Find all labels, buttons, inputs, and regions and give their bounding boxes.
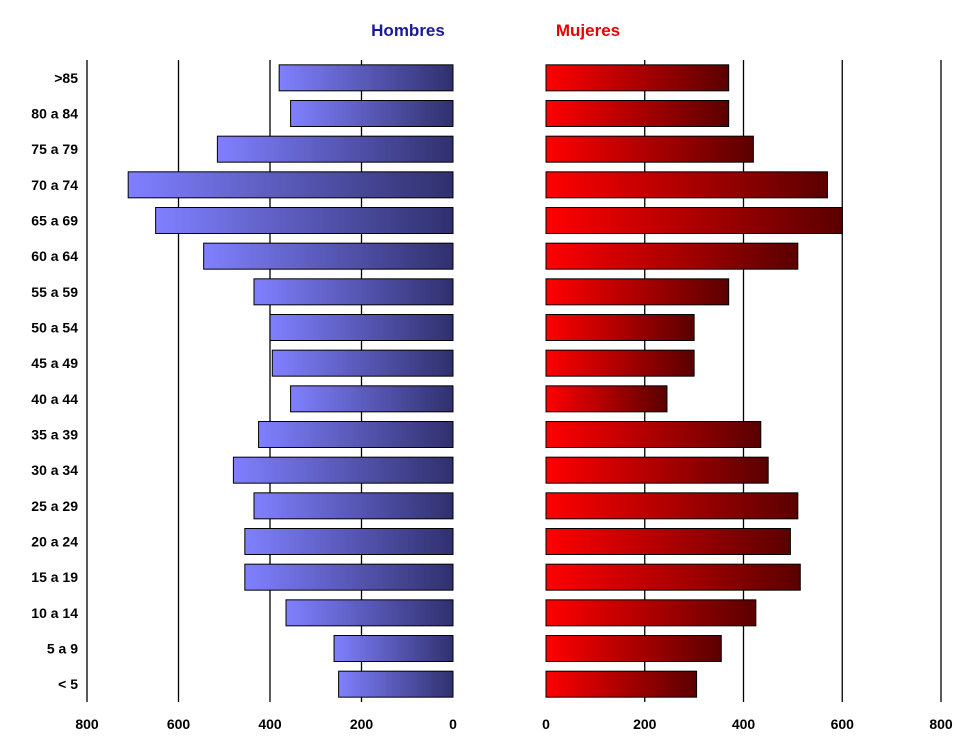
bar-mujeres <box>545 314 695 341</box>
bar-hombres <box>244 528 454 555</box>
gridlines <box>86 60 942 702</box>
bar-mujeres <box>545 528 791 555</box>
category-label: 30 a 34 <box>31 462 78 478</box>
x-tick-right: 400 <box>732 716 756 732</box>
legend-mujeres: Mujeres <box>556 21 620 40</box>
category-label: 35 a 39 <box>31 427 78 443</box>
category-label: 20 a 24 <box>31 534 78 550</box>
bar-mujeres <box>545 100 730 127</box>
category-label: 70 a 74 <box>31 177 78 193</box>
bar-mujeres <box>545 421 762 448</box>
category-label: 5 a 9 <box>47 641 78 657</box>
bar-hombres <box>258 421 454 448</box>
bar-hombres <box>203 242 454 270</box>
bar-hombres <box>232 456 454 484</box>
x-tick-left: 0 <box>449 716 457 732</box>
category-label: 55 a 59 <box>31 284 78 300</box>
x-tick-right: 0 <box>542 716 550 732</box>
category-label: 75 a 79 <box>31 141 78 157</box>
bar-hombres <box>216 135 454 163</box>
x-tick-right: 800 <box>929 716 953 732</box>
x-tick-right: 200 <box>633 716 657 732</box>
category-label: 80 a 84 <box>31 106 78 122</box>
category-label: 60 a 64 <box>31 248 78 264</box>
bar-hombres <box>244 563 454 591</box>
bar-hombres <box>253 492 454 520</box>
x-tick-left: 400 <box>258 716 282 732</box>
bar-hombres <box>278 64 454 92</box>
bar-mujeres <box>545 207 843 234</box>
bar-mujeres <box>545 563 801 591</box>
x-tick-left: 200 <box>350 716 374 732</box>
bar-hombres <box>290 385 454 413</box>
x-tick-right: 600 <box>831 716 855 732</box>
bar-hombres <box>290 100 454 127</box>
x-tick-left: 800 <box>75 716 99 732</box>
category-label: 45 a 49 <box>31 355 78 371</box>
bar-mujeres <box>545 635 722 662</box>
category-label: 40 a 44 <box>31 391 78 407</box>
bar-mujeres <box>545 171 828 199</box>
bar-mujeres <box>545 599 757 627</box>
bar-hombres <box>253 278 454 306</box>
bar-hombres <box>271 349 454 377</box>
bar-mujeres <box>545 278 730 306</box>
bar-mujeres <box>545 385 668 413</box>
bar-hombres <box>333 635 454 662</box>
bar-hombres <box>155 207 454 234</box>
bar-hombres <box>285 599 454 627</box>
category-label: 50 a 54 <box>31 320 78 336</box>
legend-hombres: Hombres <box>371 21 445 40</box>
category-label: 15 a 19 <box>31 569 78 585</box>
category-label: 25 a 29 <box>31 498 78 514</box>
category-label: 65 a 69 <box>31 213 78 229</box>
category-label: < 5 <box>58 676 78 692</box>
bars <box>127 64 843 698</box>
bar-mujeres <box>545 456 769 484</box>
bar-hombres <box>127 171 454 199</box>
bar-mujeres <box>545 64 730 92</box>
category-label: >85 <box>54 70 78 86</box>
bar-mujeres <box>545 135 754 163</box>
category-labels: < 5 5 a 9 10 a 14 15 a 19 20 a 24 25 a 29 30 a… <box>31 70 78 692</box>
bar-hombres <box>338 670 454 698</box>
bar-mujeres <box>545 492 799 520</box>
category-label: 10 a 14 <box>31 605 78 621</box>
x-tick-left: 600 <box>167 716 191 732</box>
bar-mujeres <box>545 670 698 698</box>
bar-mujeres <box>545 242 799 270</box>
x-axis-ticks: 800 600 400 200 0 0 200 400 600 800 <box>75 716 953 732</box>
bar-mujeres <box>545 349 695 377</box>
bar-hombres <box>269 314 454 341</box>
